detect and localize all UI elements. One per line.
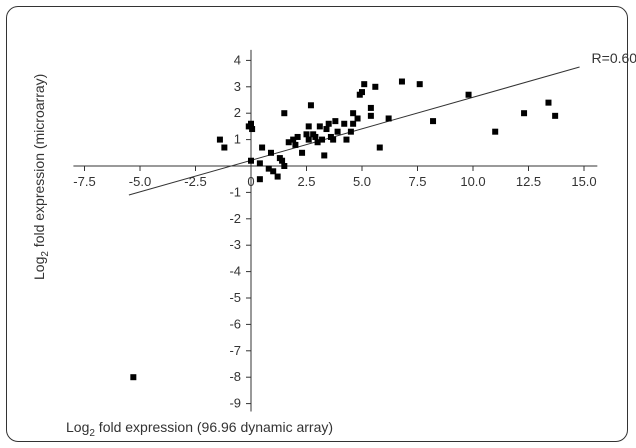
data-point [359, 89, 365, 96]
data-point [354, 115, 361, 122]
data-point [256, 176, 263, 183]
data-point [367, 112, 374, 119]
x-tick-label: 12.5 [516, 174, 541, 189]
x-axis-label-suffix: fold expression (96.96 dynamic array) [95, 419, 333, 435]
data-point [312, 133, 319, 140]
data-point [130, 374, 137, 381]
y-axis-label: Log2 fold expression (microarray) [31, 74, 51, 280]
data-point [367, 104, 374, 111]
y-tick-label: -1 [229, 184, 241, 199]
ticks-layer: -7.5 -5.0 -2.5 0 2.5 5.0 7.5 10.0 12.5 15.04321-1… [73, 52, 596, 410]
data-point [332, 118, 339, 125]
data-point [372, 83, 379, 90]
data-point [216, 136, 223, 143]
data-point [303, 131, 310, 138]
y-axis-label-suffix: fold expression (microarray) [31, 74, 47, 251]
axis-labels-layer: Log2 fold expression (96.96 dynamic arra… [31, 74, 333, 439]
r-value-label: R=0.60 [592, 50, 636, 66]
data-point [292, 141, 299, 148]
data-point [248, 120, 254, 127]
y-tick-label: 1 [234, 132, 241, 147]
data-point [330, 136, 337, 143]
data-point [279, 157, 286, 164]
data-point [256, 160, 263, 167]
data-point [350, 110, 357, 117]
y-tick-label: 2 [234, 105, 241, 120]
data-point [398, 78, 405, 85]
y-tick-label: -3 [229, 237, 241, 252]
y-tick-label: -6 [229, 316, 241, 331]
data-point [492, 128, 499, 135]
regression-line [128, 66, 580, 196]
x-tick-label: 10.0 [460, 174, 485, 189]
data-point [314, 139, 321, 146]
data-point [267, 149, 274, 156]
x-axis-label-subscript: 2 [89, 428, 95, 439]
data-point [323, 126, 330, 133]
x-tick-label: 15.0 [571, 174, 596, 189]
x-axis-label-prefix: Log [66, 419, 89, 435]
y-tick-label: -2 [229, 211, 241, 226]
data-point [305, 123, 312, 130]
y-tick-label: 4 [234, 52, 241, 67]
data-point [521, 110, 528, 117]
x-tick-label: -7.5 [73, 174, 95, 189]
chart-frame [6, 6, 628, 442]
y-tick-label: -5 [229, 290, 241, 305]
data-point [299, 149, 306, 156]
data-point [321, 152, 328, 159]
data-point [316, 123, 323, 130]
axes-layer [73, 49, 598, 412]
y-axis-label-prefix: Log [31, 257, 47, 280]
data-point [385, 115, 392, 122]
data-point [325, 120, 332, 127]
data-point [341, 120, 348, 127]
y-tick-label: -7 [229, 343, 241, 358]
y-axis-label-subscript: 2 [40, 251, 51, 257]
data-point [221, 144, 228, 151]
data-point [350, 120, 357, 127]
fit-line-layer: R=0.60 [128, 50, 636, 196]
y-tick-label: -8 [229, 369, 241, 384]
x-tick-label: 0 [247, 174, 254, 189]
data-point [285, 139, 292, 146]
x-tick-label: -5.0 [129, 174, 151, 189]
data-point [319, 136, 326, 143]
x-axis-label: Log2 fold expression (96.96 dynamic arra… [66, 419, 333, 439]
data-point [249, 126, 256, 133]
data-point [265, 165, 272, 172]
data-point [305, 136, 312, 143]
data-point [281, 110, 288, 117]
data-point [294, 133, 301, 140]
points-layer [130, 78, 559, 381]
x-tick-label: 2.5 [297, 174, 315, 189]
y-tick-label: -9 [229, 396, 241, 411]
data-point [465, 91, 472, 98]
data-point [376, 144, 383, 151]
data-point [430, 118, 437, 125]
data-point [552, 112, 559, 119]
data-point [416, 81, 423, 88]
data-point [259, 144, 266, 151]
data-point [347, 128, 354, 135]
y-tick-label: 3 [234, 79, 241, 94]
data-point [248, 157, 254, 164]
data-point [545, 99, 552, 106]
data-point [270, 168, 277, 175]
data-point [334, 128, 341, 135]
data-point [307, 102, 314, 109]
data-point [343, 136, 350, 143]
x-tick-label: 7.5 [408, 174, 426, 189]
data-point [274, 173, 281, 180]
x-tick-label: 5.0 [353, 174, 371, 189]
y-tick-label: -4 [229, 264, 241, 279]
data-point [361, 81, 368, 88]
data-point [290, 136, 297, 143]
data-point [281, 163, 288, 169]
